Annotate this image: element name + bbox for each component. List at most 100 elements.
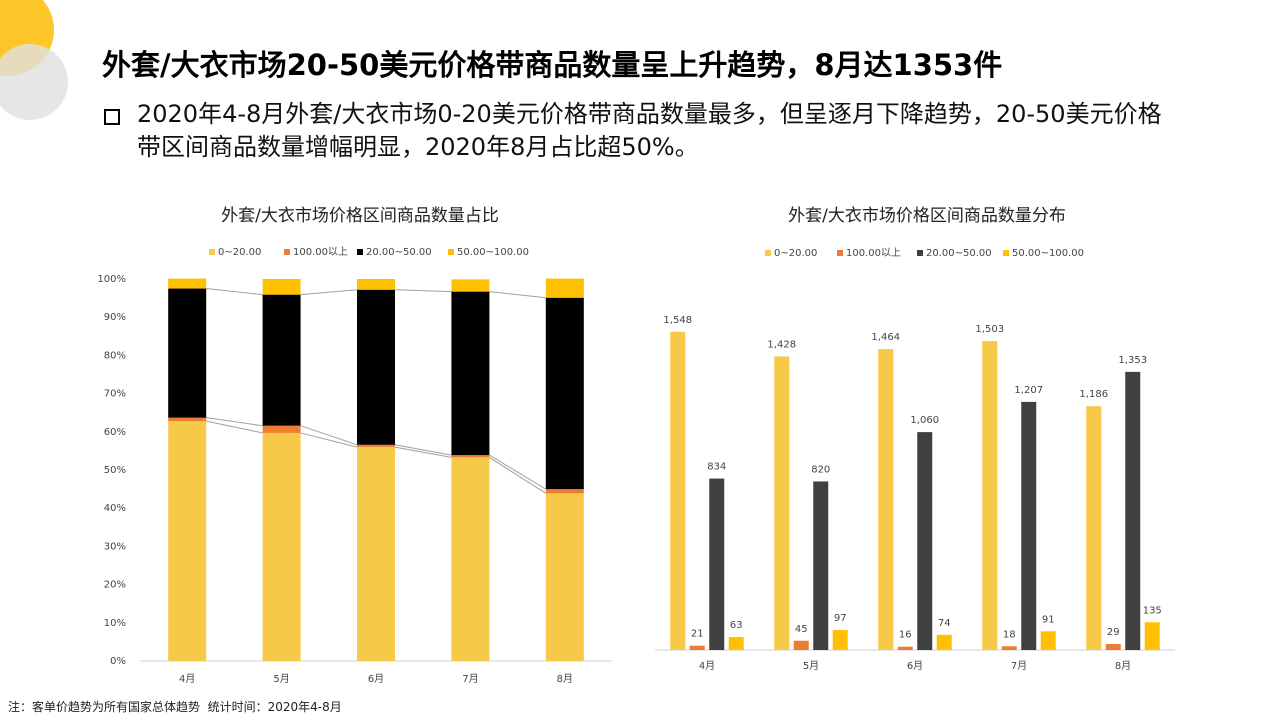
bar-segment [262, 425, 301, 433]
data-label: 63 [730, 620, 743, 631]
footnote: 注：客单价趋势为所有国家总体趋势 统计时间：2020年4-8月 [8, 700, 342, 714]
data-label: 74 [938, 618, 951, 629]
data-label: 135 [1143, 605, 1162, 616]
series-line [489, 454, 547, 490]
bar [917, 432, 933, 650]
data-label: 18 [1003, 629, 1016, 640]
bar-segment [262, 432, 301, 661]
series-line [300, 289, 358, 296]
bullet-icon [104, 109, 120, 125]
series-line [206, 420, 263, 434]
bar-segment [451, 279, 490, 292]
bar [982, 341, 998, 650]
bar-segment [262, 279, 301, 295]
data-label: 834 [707, 462, 726, 473]
slide-title: 外套/大衣市场20-50美元价格带商品数量呈上升趋势，8月达1353件 [102, 48, 1003, 82]
y-tick-label: 10% [104, 618, 126, 629]
x-tick-label: 5月 [273, 673, 289, 685]
bar [774, 356, 790, 650]
data-label: 16 [899, 630, 912, 641]
bar-segment [451, 457, 490, 661]
bar-segment [357, 447, 395, 661]
legend-swatch [284, 249, 290, 255]
data-label: 91 [1042, 614, 1055, 625]
bar [832, 630, 848, 650]
bar-segment [545, 278, 584, 298]
chart-title: 外套/大衣市场价格区间商品数量分布 [788, 206, 1066, 226]
bar-segment [168, 278, 207, 289]
y-tick-label: 20% [104, 580, 126, 591]
legend-swatch [209, 249, 215, 255]
series-line [489, 456, 547, 494]
bar-segment [168, 288, 207, 418]
legend-swatch [357, 249, 363, 255]
data-label: 97 [834, 613, 847, 624]
x-tick-label: 7月 [1011, 660, 1027, 672]
y-tick-label: 50% [104, 465, 126, 476]
bar [709, 478, 725, 650]
bar-segment [357, 289, 395, 445]
data-label: 45 [795, 624, 808, 635]
y-tick-label: 30% [104, 541, 126, 552]
bar [728, 637, 744, 650]
data-label: 1,207 [1014, 385, 1043, 396]
legend-label: 0~20.00 [218, 247, 261, 258]
bar [1105, 644, 1121, 650]
y-tick-label: 80% [104, 350, 126, 361]
data-label: 29 [1107, 627, 1120, 638]
y-tick-label: 40% [104, 503, 126, 514]
data-label: 1,464 [871, 332, 900, 343]
legend-label: 20.00~50.00 [366, 247, 432, 258]
x-tick-label: 5月 [803, 660, 819, 672]
y-tick-label: 70% [104, 389, 126, 400]
bar [1125, 371, 1141, 650]
bar [1144, 622, 1160, 650]
data-label: 820 [811, 464, 830, 475]
series-line [394, 444, 452, 456]
series-line [489, 291, 546, 299]
data-label: 1,186 [1079, 389, 1108, 400]
x-tick-label: 4月 [699, 660, 715, 672]
legend-label: 50.00~100.00 [457, 247, 529, 258]
bar [793, 640, 809, 650]
data-label: 1,503 [975, 324, 1004, 335]
bar [689, 645, 705, 650]
bar [1040, 631, 1056, 650]
bar-segment [451, 291, 490, 456]
data-label: 21 [691, 629, 704, 640]
x-tick-label: 8月 [1115, 660, 1131, 672]
y-tick-label: 100% [97, 274, 126, 285]
bar-segment [545, 297, 584, 490]
series-line [394, 289, 452, 293]
bar [1001, 646, 1017, 650]
data-label: 1,353 [1118, 355, 1147, 366]
bar-segment [451, 455, 490, 458]
series-line [300, 425, 358, 446]
bar [936, 634, 952, 650]
series-line [206, 288, 263, 296]
series-line [394, 446, 452, 458]
y-tick-label: 60% [104, 427, 126, 438]
legend-label: 100.00以上 [846, 247, 901, 259]
legend-label: 50.00~100.00 [1012, 248, 1084, 259]
legend-swatch [1003, 250, 1009, 256]
data-label: 1,428 [767, 339, 796, 350]
bar [813, 481, 829, 650]
series-line [206, 417, 263, 427]
bar [897, 646, 913, 650]
y-tick-label: 0% [110, 656, 126, 667]
bar-segment [168, 417, 207, 422]
data-label: 1,060 [910, 415, 939, 426]
legend-label: 0~20.00 [774, 248, 817, 259]
legend-swatch [917, 250, 923, 256]
bar-segment [262, 294, 301, 426]
decor-circle [0, 44, 68, 120]
chart-title: 外套/大衣市场价格区间商品数量占比 [221, 206, 499, 226]
bar-segment [545, 489, 584, 494]
data-label: 1,548 [663, 315, 692, 326]
legend-swatch [448, 249, 454, 255]
y-tick-label: 90% [104, 312, 126, 323]
bar-segment [545, 493, 584, 661]
